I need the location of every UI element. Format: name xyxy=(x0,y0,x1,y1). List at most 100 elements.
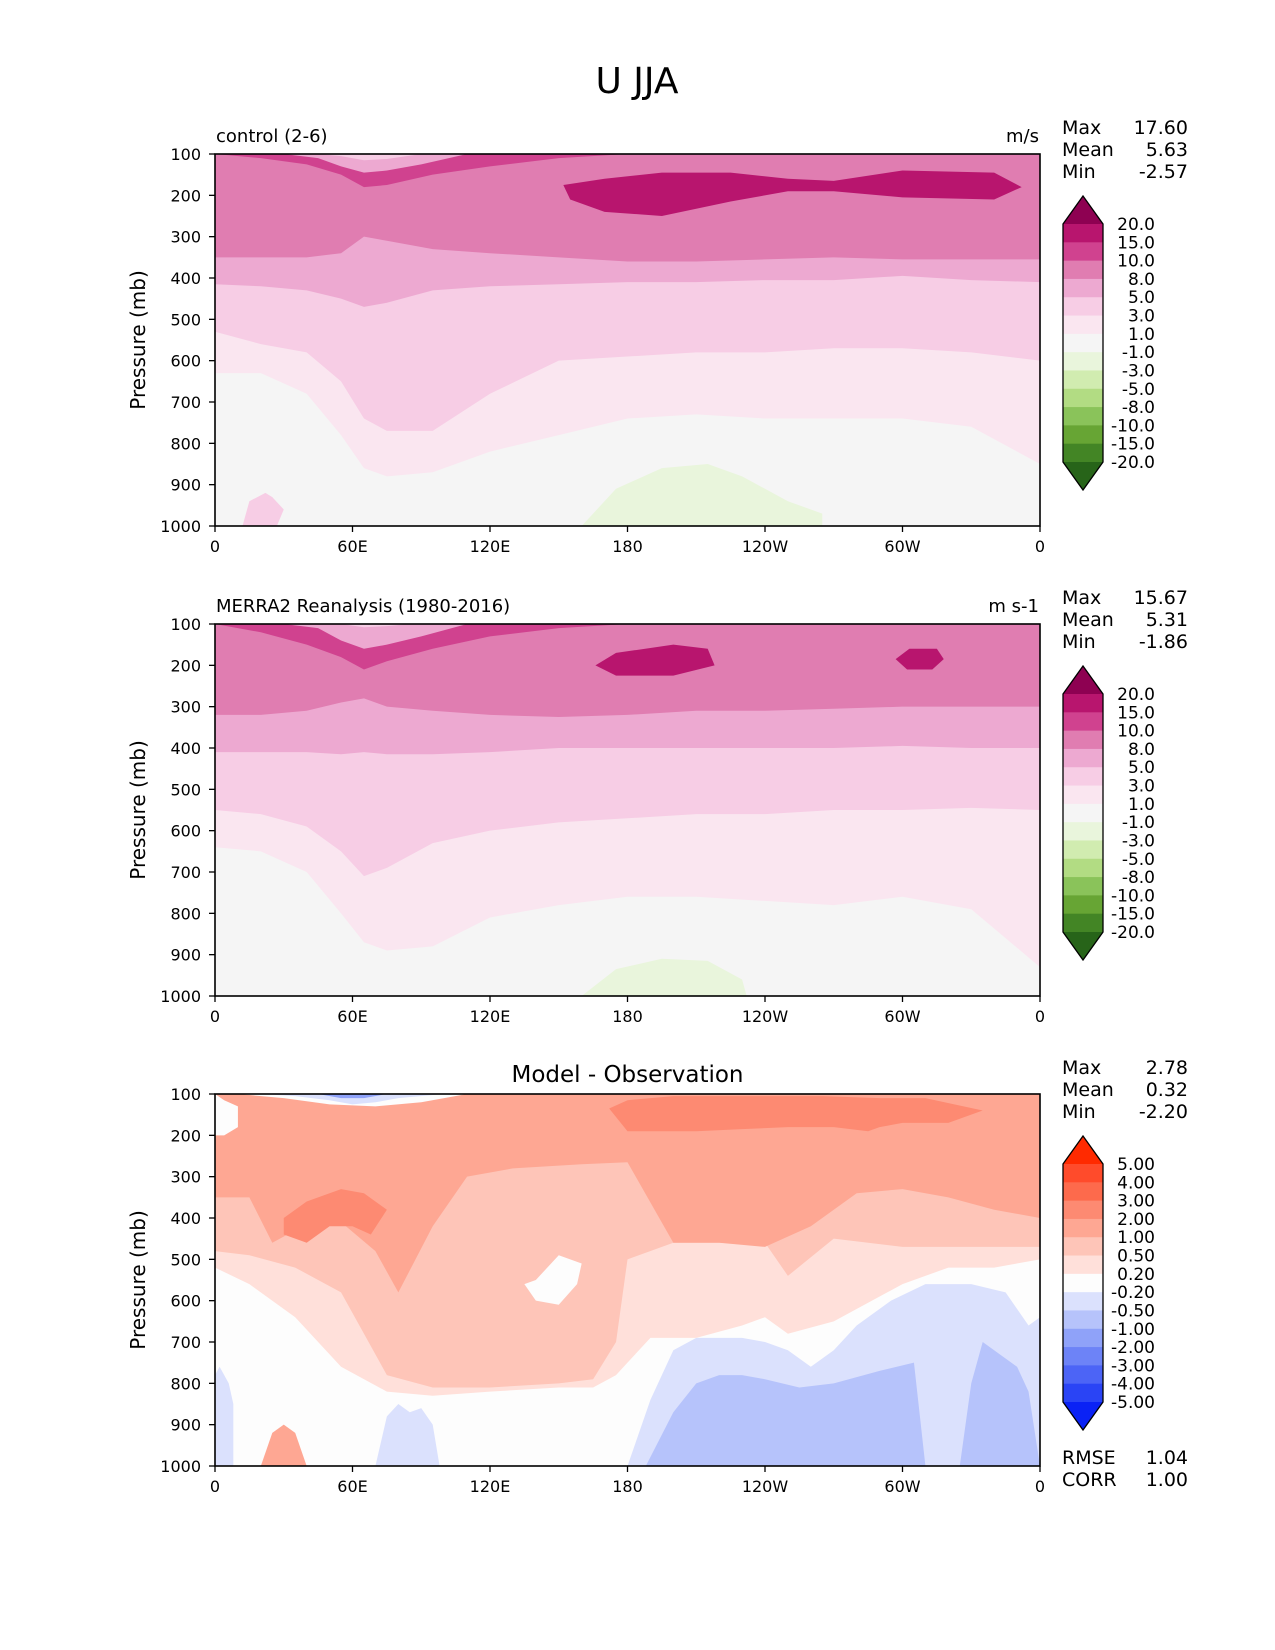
colorbar-swatch xyxy=(1063,1365,1103,1385)
colorbar-swatch xyxy=(1063,370,1103,390)
contour-region xyxy=(283,1189,387,1243)
stat-value: -1.86 xyxy=(1139,631,1188,653)
y-tick-label: 100 xyxy=(170,1085,201,1104)
units-label: m s-1 xyxy=(988,596,1039,617)
colorbar-swatch xyxy=(1063,333,1103,353)
x-tick-label: 0 xyxy=(1035,1007,1045,1026)
colorbar-swatch xyxy=(1063,315,1103,335)
colorbar-tick-label: 3.00 xyxy=(1117,1192,1155,1212)
stat-label: Max xyxy=(1062,587,1101,609)
x-tick-label: 0 xyxy=(1035,1477,1045,1496)
colorbar-swatch xyxy=(1063,1310,1103,1330)
x-tick-label: 120E xyxy=(470,1007,511,1026)
stat-label: Min xyxy=(1062,631,1096,653)
x-tick-label: 180 xyxy=(612,537,643,556)
panel-control: control (2-6) m/s 100 200 300 400 500 600 700 800… xyxy=(126,117,1188,556)
y-tick-label: 500 xyxy=(170,310,201,329)
colorbar-tick-label: 5.0 xyxy=(1128,288,1155,308)
contour-region xyxy=(283,154,468,173)
y-tick-label: 600 xyxy=(170,352,201,371)
contour-region xyxy=(595,644,715,676)
colorbar-tick-label: 3.0 xyxy=(1128,307,1155,327)
y-tick-label: 400 xyxy=(170,1209,201,1228)
colorbar-swatch xyxy=(1063,767,1103,787)
y-tick-label: 900 xyxy=(170,946,201,965)
stat-value: 5.63 xyxy=(1146,139,1188,161)
colorbar-tick-label: 4.00 xyxy=(1117,1173,1155,1193)
colorbar-swatch xyxy=(1063,1383,1103,1403)
x-tick-label: 0 xyxy=(210,537,220,556)
colorbar-extend-min xyxy=(1063,932,1103,960)
colorbar-swatch xyxy=(1063,1255,1103,1275)
colorbar-tick-label: 1.0 xyxy=(1128,325,1155,345)
contour-region xyxy=(242,492,284,526)
colorbar-tick-label: 1.0 xyxy=(1128,795,1155,815)
contour-region xyxy=(318,154,422,161)
colorbar-swatch xyxy=(1063,278,1103,298)
colorbar-tick-label: -1.0 xyxy=(1122,343,1155,363)
colorbar-swatch xyxy=(1063,785,1103,805)
colorbar-tick-label: -3.0 xyxy=(1122,831,1155,851)
y-tick-label: 300 xyxy=(170,228,201,247)
colorbar-tick-label: -20.0 xyxy=(1111,923,1155,943)
y-tick-label: 1000 xyxy=(160,987,201,1006)
colorbar-tick-label: -15.0 xyxy=(1111,905,1155,925)
colorbar-tick-label: -0.20 xyxy=(1111,1283,1155,1303)
y-tick-label: 200 xyxy=(170,186,201,205)
colorbar-swatch xyxy=(1063,730,1103,750)
stat-label: Max xyxy=(1062,117,1101,139)
x-tick-label: 120W xyxy=(742,1007,789,1026)
y-axis-label: Pressure (mb) xyxy=(126,740,150,880)
panel-title: MERRA2 Reanalysis (1980-2016) xyxy=(216,596,510,617)
contour-region xyxy=(215,501,250,526)
colorbar-swatch xyxy=(1063,1347,1103,1366)
stat-value: 2.78 xyxy=(1146,1057,1188,1079)
colorbar-swatch xyxy=(1063,1328,1103,1348)
contour-region xyxy=(563,170,1022,216)
stat-label: CORR xyxy=(1062,1469,1117,1491)
units-label: m/s xyxy=(1006,126,1039,147)
stat-label: Min xyxy=(1062,1101,1096,1123)
colorbar-extend-max xyxy=(1063,666,1103,694)
contour-region xyxy=(341,624,410,628)
y-tick-label: 700 xyxy=(170,863,201,882)
y-tick-label: 600 xyxy=(170,1292,201,1311)
colorbar-tick-label: -10.0 xyxy=(1111,416,1155,436)
colorbar-swatch xyxy=(1063,712,1103,732)
colorbar-tick-label: -4.00 xyxy=(1111,1375,1155,1395)
colorbar-tick-label: -1.0 xyxy=(1122,813,1155,833)
colorbar-outline xyxy=(1062,1134,1104,1432)
colorbar-extend-min xyxy=(1063,462,1103,490)
colorbar-tick-label: 8.0 xyxy=(1128,740,1155,760)
colorbar-tick-label: 20.0 xyxy=(1117,685,1155,705)
x-tick-label: 120E xyxy=(470,1477,511,1496)
y-axis-label: Pressure (mb) xyxy=(126,1210,150,1350)
colorbar-tick-label: -8.0 xyxy=(1122,398,1155,418)
x-tick-label: 60E xyxy=(337,1477,367,1496)
colorbar-tick-label: 10.0 xyxy=(1117,252,1155,272)
contour-region xyxy=(260,1424,307,1466)
x-tick-label: 60W xyxy=(884,537,920,556)
y-tick-label: 400 xyxy=(170,739,201,758)
y-tick-label: 400 xyxy=(170,269,201,288)
y-tick-label: 100 xyxy=(170,615,201,634)
y-tick-label: 200 xyxy=(170,1126,201,1145)
colorbar-tick-label: -20.0 xyxy=(1111,453,1155,473)
y-tick-label: 300 xyxy=(170,698,201,717)
x-tick-label: 0 xyxy=(210,1007,220,1026)
colorbar-swatch xyxy=(1063,407,1103,426)
y-tick-label: 900 xyxy=(170,1416,201,1435)
stat-value: 5.31 xyxy=(1146,609,1188,631)
colorbar: 5.004.003.002.001.000.500.20-0.20-0.50-1… xyxy=(1062,1134,1155,1432)
colorbar-tick-label: -5.0 xyxy=(1122,850,1155,870)
stat-value: 1.04 xyxy=(1146,1447,1188,1469)
contour-region xyxy=(375,1404,440,1466)
colorbar-tick-label: 10.0 xyxy=(1117,722,1155,742)
contour-region xyxy=(895,648,944,670)
contour-field xyxy=(215,154,1040,526)
y-tick-label: 900 xyxy=(170,476,201,495)
colorbar-swatch xyxy=(1063,840,1103,860)
colorbar-tick-label: 2.00 xyxy=(1117,1210,1155,1230)
contour-region xyxy=(215,1366,234,1466)
